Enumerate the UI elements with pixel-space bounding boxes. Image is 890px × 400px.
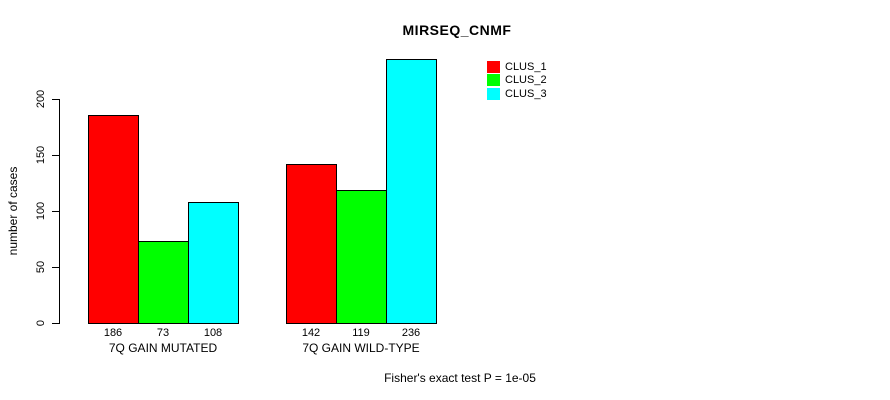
legend: CLUS_1 CLUS_2 CLUS_3 [487,60,547,101]
legend-item-clus_3: CLUS_3 [487,87,547,101]
bar-value-label: 108 [203,327,223,339]
y-axis-line [59,99,60,324]
bar-clus_2-1 [138,241,189,324]
y-axis-label: number of cases [6,166,20,256]
bar-value-label: 236 [401,327,421,339]
chart-title: MIRSEQ_CNMF [402,22,512,38]
category-label: 7Q GAIN WILD-TYPE [302,341,420,355]
y-tick-label: 100 [35,201,47,221]
y-tick-mark [52,99,59,100]
y-tick-mark [52,323,59,324]
y-tick-label: 0 [35,319,47,327]
bar-value-label: 119 [352,327,370,339]
y-tick-mark [52,155,59,156]
bar-value-label: 186 [103,327,123,339]
legend-label: CLUS_2 [505,74,547,87]
y-tick-mark [52,267,59,268]
y-tick-label: 200 [35,89,47,109]
legend-item-clus_2: CLUS_2 [487,74,547,88]
bar-clus_1-2 [286,164,337,324]
legend-item-clus_1: CLUS_1 [487,60,547,74]
bar-value-label: 142 [301,327,321,339]
legend-swatch-icon [487,87,500,100]
bar-clus_2-2 [336,190,387,324]
y-tick-mark [52,211,59,212]
bar-clus_3-2 [386,59,437,324]
legend-swatch-icon [487,74,500,87]
footnote-text: Fisher's exact test P = 1e-05 [384,371,536,385]
legend-label: CLUS_1 [505,60,547,73]
bar-clus_3-1 [188,202,239,324]
y-tick-label: 50 [35,260,47,274]
legend-label: CLUS_3 [505,87,547,100]
bar-value-label: 73 [156,327,170,339]
legend-swatch-icon [487,60,500,73]
bar-clus_1-1 [88,115,139,324]
category-label: 7Q GAIN MUTATED [108,341,218,355]
y-tick-label: 150 [35,145,47,165]
